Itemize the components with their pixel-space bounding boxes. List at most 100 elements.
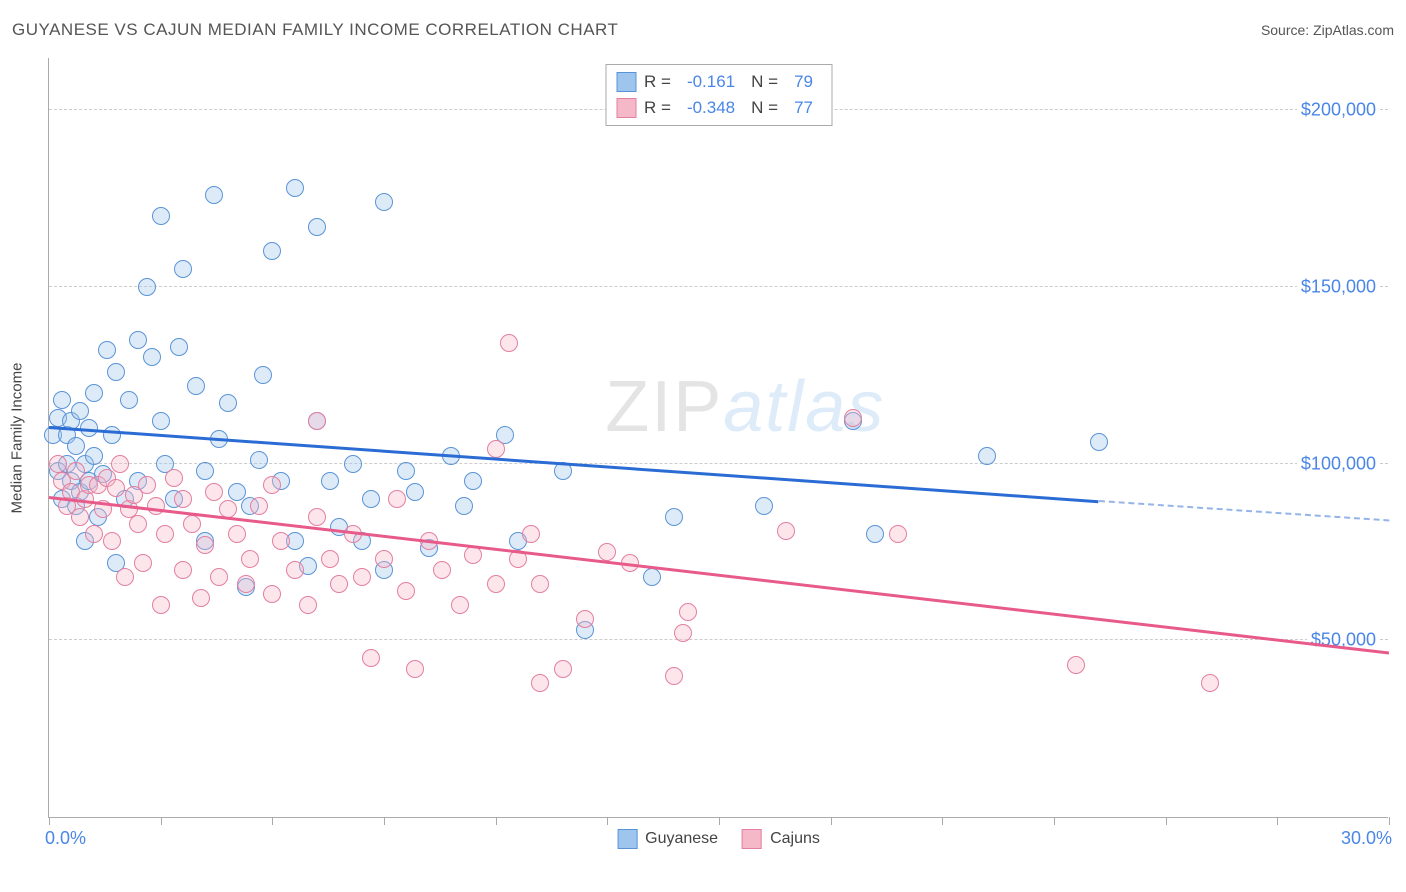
y-tick-label: $150,000	[1297, 276, 1380, 297]
x-tick	[49, 817, 50, 825]
data-point	[665, 667, 683, 685]
data-point	[531, 575, 549, 593]
x-tick	[1054, 817, 1055, 825]
n-label: N =	[751, 95, 778, 121]
data-point	[522, 525, 540, 543]
swatch-guyanese	[616, 72, 636, 92]
data-point	[71, 508, 89, 526]
data-point	[170, 338, 188, 356]
swatch-cajuns	[616, 98, 636, 118]
data-point	[487, 440, 505, 458]
data-point	[286, 561, 304, 579]
data-point	[321, 550, 339, 568]
data-point	[299, 596, 317, 614]
data-point	[152, 207, 170, 225]
x-tick	[384, 817, 385, 825]
data-point	[665, 508, 683, 526]
data-point	[375, 550, 393, 568]
data-point	[406, 660, 424, 678]
gridline	[49, 639, 1388, 640]
watermark-zip: ZIP	[605, 367, 723, 447]
data-point	[674, 624, 692, 642]
data-point	[210, 568, 228, 586]
n-value-guyanese: 79	[794, 69, 813, 95]
x-tick	[161, 817, 162, 825]
data-point	[777, 522, 795, 540]
data-point	[196, 462, 214, 480]
data-point	[53, 391, 71, 409]
legend-item-cajuns: Cajuns	[742, 829, 820, 849]
stats-row-guyanese: R = -0.161 N = 79	[616, 69, 821, 95]
data-point	[71, 402, 89, 420]
data-point	[174, 490, 192, 508]
data-point	[362, 490, 380, 508]
x-axis-min-label: 0.0%	[45, 828, 86, 849]
data-point	[120, 391, 138, 409]
data-point	[889, 525, 907, 543]
data-point	[111, 455, 129, 473]
data-point	[85, 447, 103, 465]
data-point	[308, 412, 326, 430]
data-point	[643, 568, 661, 586]
data-point	[237, 575, 255, 593]
data-point	[397, 462, 415, 480]
data-point	[107, 479, 125, 497]
data-point	[487, 575, 505, 593]
r-label: R =	[644, 95, 671, 121]
data-point	[241, 550, 259, 568]
data-point	[219, 394, 237, 412]
data-point	[375, 193, 393, 211]
data-point	[67, 437, 85, 455]
data-point	[978, 447, 996, 465]
y-tick-label: $100,000	[1297, 453, 1380, 474]
data-point	[263, 242, 281, 260]
data-point	[254, 366, 272, 384]
r-value-cajuns: -0.348	[687, 95, 735, 121]
data-point	[464, 472, 482, 490]
data-point	[228, 483, 246, 501]
y-axis-title: Median Family Income	[9, 362, 26, 513]
data-point	[138, 278, 156, 296]
data-point	[250, 497, 268, 515]
data-point	[1067, 656, 1085, 674]
x-tick	[719, 817, 720, 825]
series-legend: Guyanese Cajuns	[617, 829, 820, 849]
legend-label: Cajuns	[770, 830, 820, 848]
watermark: ZIPatlas	[605, 366, 885, 448]
y-tick-label: $200,000	[1297, 100, 1380, 121]
data-point	[844, 409, 862, 427]
data-point	[321, 472, 339, 490]
stats-legend: R = -0.161 N = 79 R = -0.348 N = 77	[605, 64, 832, 126]
r-label: R =	[644, 69, 671, 95]
data-point	[308, 508, 326, 526]
data-point	[353, 568, 371, 586]
r-value-guyanese: -0.161	[687, 69, 735, 95]
data-point	[107, 363, 125, 381]
data-point	[205, 483, 223, 501]
x-tick	[1277, 817, 1278, 825]
data-point	[103, 426, 121, 444]
data-point	[152, 596, 170, 614]
data-point	[531, 674, 549, 692]
data-point	[1090, 433, 1108, 451]
data-point	[406, 483, 424, 501]
data-point	[286, 179, 304, 197]
data-point	[576, 610, 594, 628]
swatch-icon	[742, 829, 762, 849]
data-point	[500, 334, 518, 352]
data-point	[138, 476, 156, 494]
data-point	[464, 546, 482, 564]
data-point	[49, 455, 67, 473]
data-point	[129, 331, 147, 349]
data-point	[103, 532, 121, 550]
x-tick	[1389, 817, 1390, 825]
data-point	[263, 585, 281, 603]
data-point	[192, 589, 210, 607]
data-point	[451, 596, 469, 614]
trend-line-extrapolated	[1099, 500, 1389, 521]
data-point	[98, 341, 116, 359]
data-point	[196, 536, 214, 554]
data-point	[147, 497, 165, 515]
data-point	[308, 218, 326, 236]
data-point	[679, 603, 697, 621]
